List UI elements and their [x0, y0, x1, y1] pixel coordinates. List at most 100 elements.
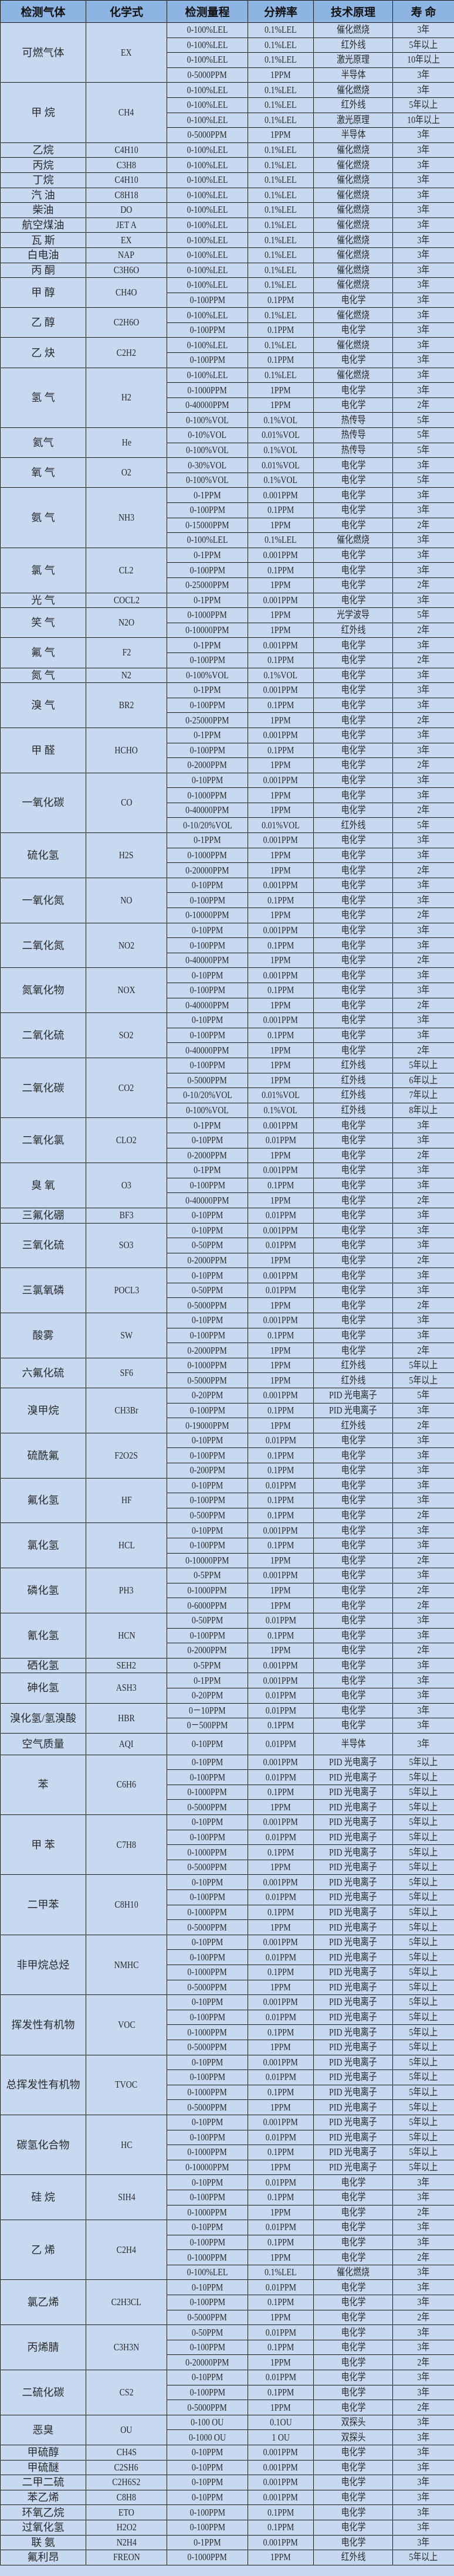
lifetime-cell: 10年以上	[392, 52, 454, 68]
range-cell: 0-100%LEL	[167, 52, 248, 68]
formula-cell: C2SH6	[86, 2459, 167, 2476]
technology-cell: 催化燃烧	[313, 247, 393, 263]
formula-text: O2	[121, 467, 132, 478]
lifetime-cell: 5年以上	[392, 1949, 454, 1965]
lifetime-cell: 5年以上	[392, 2009, 454, 2026]
lifetime-cell: 3年	[392, 2264, 454, 2281]
lifetime-text: 3年	[417, 1719, 430, 1731]
technology-text: PID 光电离子	[329, 1966, 377, 1978]
range-cell: 0-1000PPM	[167, 2249, 248, 2265]
resolution-cell: 0.1%LEL	[248, 157, 314, 173]
lifetime-cell: 3年	[392, 697, 454, 713]
lifetime-text: 5年以上	[409, 1936, 438, 1948]
technology-text: 电化学	[341, 864, 365, 876]
table-row: 0-19000PPM 1PPM 红外线 2年	[1, 1418, 454, 1433]
range-text: 0-100PPM	[189, 699, 225, 711]
technology-text: 电化学	[341, 2506, 365, 2518]
lifetime-cell: 3年	[392, 1523, 454, 1538]
lifetime-cell: 5年以上	[392, 2024, 454, 2040]
resolution-text: 0.01PPM	[265, 1704, 296, 1716]
resolution-cell: 0.01PPM	[248, 1829, 314, 1846]
resolution-text: 1PPM	[270, 759, 291, 771]
table-row: 0-1000 OU 1 OU 双探头 3年	[1, 2429, 454, 2445]
lifetime-text: 2年	[417, 804, 430, 816]
resolution-cell: 1PPM	[248, 382, 314, 398]
resolution-cell: 0.1%LEL	[248, 247, 314, 263]
resolution-cell: 0.1PPM	[248, 292, 314, 308]
lifetime-text: 2年	[417, 714, 430, 726]
lifetime-cell: 5年以上	[392, 97, 454, 113]
lifetime-cell: 5年	[392, 1388, 454, 1403]
lifetime-text: 3年	[417, 969, 430, 981]
lifetime-text: 3年	[417, 1494, 430, 1506]
lifetime-cell: 3年	[392, 1177, 454, 1194]
technology-cell: PID 光电离子	[313, 1889, 393, 1905]
formula-text: HCL	[118, 1540, 135, 1551]
technology-cell: 催化燃烧	[313, 157, 393, 173]
lifetime-text: 3年	[417, 1449, 430, 1461]
resolution-cell: 0.1PPM	[248, 937, 314, 953]
formula-text: VOC	[117, 2018, 135, 2030]
resolution-cell: 0.1PPM	[248, 1965, 314, 1980]
technology-cell: 电化学	[313, 2400, 393, 2415]
resolution-text: 0.1PPM	[267, 564, 294, 576]
resolution-cell: 0.001PPM	[248, 2534, 314, 2551]
lifetime-text: 2年	[417, 2206, 430, 2218]
table-row: 氦气 He 0-10%VOL 0.01%VOL 热传导 5年	[0, 427, 454, 458]
range-cell: 0-100PPM	[167, 2339, 248, 2356]
lifetime-cell: 8年以上	[392, 1102, 454, 1119]
table-row: 氨 气 NH3 0-1PPM 0.001PPM 电化学 3年	[0, 487, 454, 548]
range-text: 0-100%LEL	[187, 84, 228, 96]
range-text: 0-100PPM	[189, 2236, 225, 2248]
lifetime-cell: 3年	[392, 322, 454, 338]
gas-name-cell: 二甲二硫	[0, 2475, 86, 2490]
lifetime-cell: 2年	[392, 1042, 454, 1058]
lifetime-cell: 6年以上	[392, 1072, 454, 1089]
technology-text: 电化学	[341, 489, 365, 501]
technology-text: 电化学	[341, 2476, 365, 2488]
lifetime-cell: 5年以上	[392, 2145, 454, 2160]
lifetime-text: 3年	[417, 939, 430, 951]
lifetime-text: 3年	[417, 1119, 430, 1131]
resolution-text: 0.1PPM	[267, 1449, 294, 1461]
range-text: 0-40000PPM	[185, 1194, 229, 1206]
lifetime-cell: 3年	[392, 382, 454, 398]
technology-text: 电化学	[341, 1194, 365, 1206]
resolution-text: 0.1PPM	[267, 2296, 294, 2308]
range-cell: 0-1PPM	[167, 2534, 248, 2551]
technology-text: 红外线	[341, 1074, 365, 1086]
range-text: 0-100%LEL	[187, 24, 228, 36]
table-row: 0-10000PPM 1PPM PID 光电离子 5年以上	[1, 2159, 454, 2176]
lifetime-text: 2年	[417, 2401, 430, 2413]
technology-text: PID 光电离子	[329, 1801, 377, 1813]
lifetime-text: 5年以上	[409, 1059, 438, 1071]
range-text: 0-10PPM	[191, 2476, 223, 2488]
range-text: 0-40000PPM	[185, 999, 229, 1011]
resolution-text: 0.1PPM	[267, 2506, 294, 2518]
resolution-cell: 0.001PPM	[248, 592, 314, 609]
technology-text: 电化学	[341, 1494, 365, 1506]
range-cell: 0-100%LEL	[167, 277, 248, 293]
range-text: 0-100PPM	[189, 2296, 225, 2308]
technology-text: 电化学	[341, 2401, 365, 2413]
resolution-cell: 0.1%VOL	[248, 1102, 314, 1119]
formula-text: N2	[121, 669, 132, 681]
range-text: 0-1000PPM	[187, 1360, 228, 1371]
lifetime-text: 5年以上	[409, 1951, 438, 1963]
lifetime-text: 3年	[417, 69, 430, 81]
gas-name-cell: 溴 气	[0, 682, 86, 728]
technology-cell: 电化学	[313, 1327, 393, 1344]
formula-cell: C8H18	[86, 187, 167, 203]
table-row: 二氧化碳 CO2 0-100PPM 1PPM 红外线 5年以上	[0, 1057, 454, 1119]
resolution-cell: 0.1PPM	[248, 1784, 314, 1800]
table-row: 氯化氢 HCL 0-10PPM 0.001PPM 电化学 3年	[0, 1523, 454, 1569]
resolution-cell: 0.1PPM	[248, 1177, 314, 1194]
table-row: 氰化氢 HCN 0-50PPM 0.01PPM 电化学 3年	[0, 1612, 454, 1659]
range-text: 0-10PPM	[191, 1314, 223, 1326]
lifetime-text: 3年	[417, 174, 430, 186]
resolution-cell: 0.001PPM	[248, 1117, 314, 1133]
table-row: 0-100PPM 0.1PPM 电化学 3年	[1, 1327, 454, 1344]
lifetime-cell: 2年	[392, 1507, 454, 1524]
range-text: 0-5000PPM	[187, 129, 228, 141]
technology-text: 催化燃烧	[337, 2266, 370, 2278]
